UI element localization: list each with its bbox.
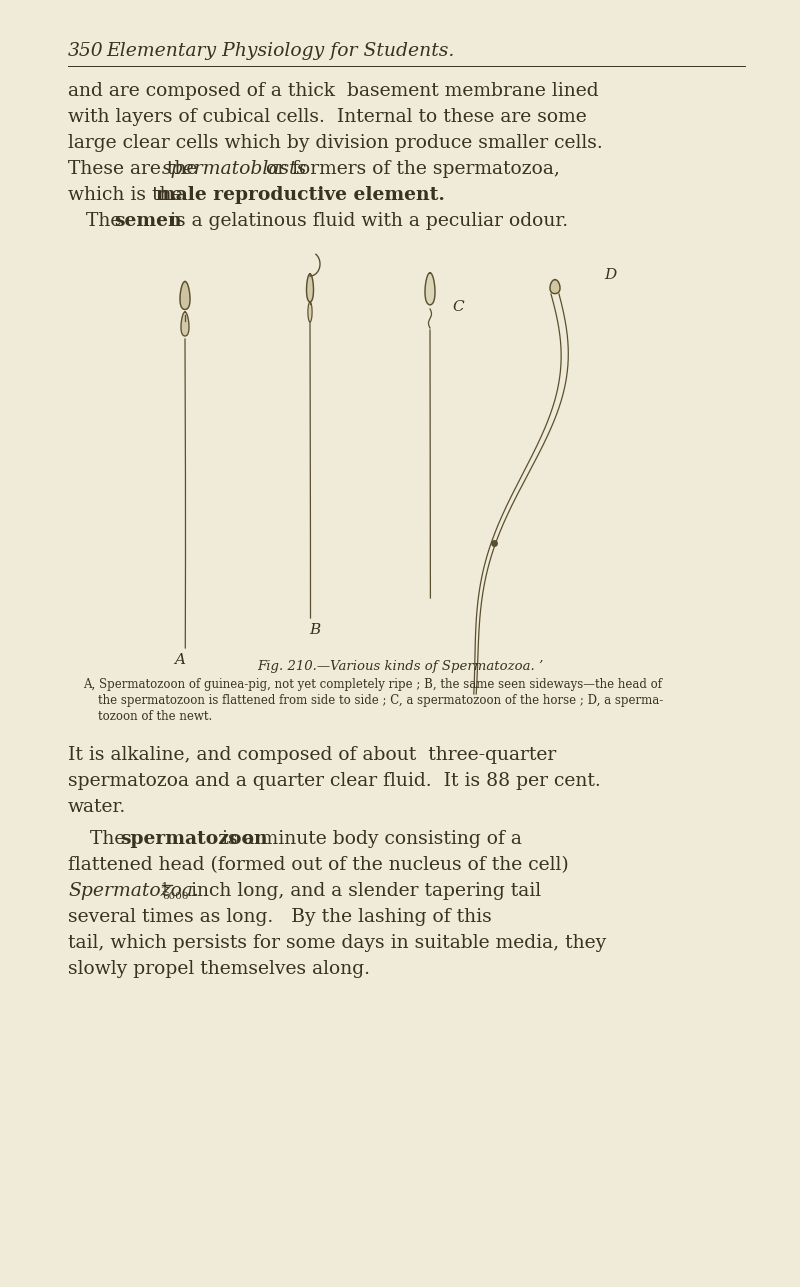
Text: Fig. 210.—Various kinds of Spermatozoa. ’: Fig. 210.—Various kinds of Spermatozoa. … xyxy=(257,660,543,673)
Text: These are the: These are the xyxy=(68,160,203,178)
Text: is a gelatinous fluid with a peculiar odour.: is a gelatinous fluid with a peculiar od… xyxy=(164,212,568,230)
Text: A: A xyxy=(174,653,186,667)
Text: C: C xyxy=(452,300,464,314)
Text: 6000: 6000 xyxy=(162,892,189,901)
Text: spermatoblasts: spermatoblasts xyxy=(162,160,307,178)
Text: 1: 1 xyxy=(160,882,168,894)
Text: spermatozoa and a quarter clear fluid.  It is 88 per cent.: spermatozoa and a quarter clear fluid. I… xyxy=(68,772,601,790)
Text: male reproductive element.: male reproductive element. xyxy=(156,187,445,205)
Polygon shape xyxy=(425,273,435,305)
Text: inch long, and a slender tapering tail: inch long, and a slender tapering tail xyxy=(185,882,541,900)
Polygon shape xyxy=(306,274,314,302)
Text: or formers of the spermatozoa,: or formers of the spermatozoa, xyxy=(260,160,560,178)
Text: semen: semen xyxy=(114,212,182,230)
Text: is a minute body consisting of a: is a minute body consisting of a xyxy=(216,830,522,848)
Text: flattened head (formed out of the nucleus of the cell): flattened head (formed out of the nucleu… xyxy=(68,856,569,874)
Text: which is the: which is the xyxy=(68,187,189,205)
Polygon shape xyxy=(181,311,189,336)
Polygon shape xyxy=(550,279,560,293)
Text: slowly propel themselves along.: slowly propel themselves along. xyxy=(68,960,370,978)
Text: A, Spermatozoon of guinea-pig, not yet completely ripe ; B, the same seen sidewa: A, Spermatozoon of guinea-pig, not yet c… xyxy=(83,678,662,691)
Text: The: The xyxy=(90,830,131,848)
Text: water.: water. xyxy=(68,798,126,816)
Polygon shape xyxy=(308,302,312,322)
Text: tail, which persists for some days in suitable media, they: tail, which persists for some days in su… xyxy=(68,934,606,952)
Text: The: The xyxy=(86,212,127,230)
Text: spermatozoon: spermatozoon xyxy=(120,830,268,848)
Text: large clear cells which by division produce smaller cells.: large clear cells which by division prod… xyxy=(68,134,602,152)
Text: B: B xyxy=(310,623,321,637)
Text: and are composed of a thick  basement membrane lined: and are composed of a thick basement mem… xyxy=(68,82,598,100)
Text: tozoon of the newt.: tozoon of the newt. xyxy=(98,710,212,723)
Text: Elementary Physiology for Students.: Elementary Physiology for Students. xyxy=(106,42,454,60)
Text: D: D xyxy=(604,268,616,282)
Polygon shape xyxy=(180,282,190,309)
Text: 350: 350 xyxy=(68,42,104,60)
Text: Spermatozoa.: Spermatozoa. xyxy=(68,882,199,900)
Text: the spermatozoon is flattened from side to side ; C, a spermatozoon of the horse: the spermatozoon is flattened from side … xyxy=(98,694,663,707)
Text: several times as long.   By the lashing of this: several times as long. By the lashing of… xyxy=(68,909,492,927)
Text: It is alkaline, and composed of about  three-quarter: It is alkaline, and composed of about th… xyxy=(68,746,556,764)
Text: with layers of cubical cells.  Internal to these are some: with layers of cubical cells. Internal t… xyxy=(68,108,586,126)
